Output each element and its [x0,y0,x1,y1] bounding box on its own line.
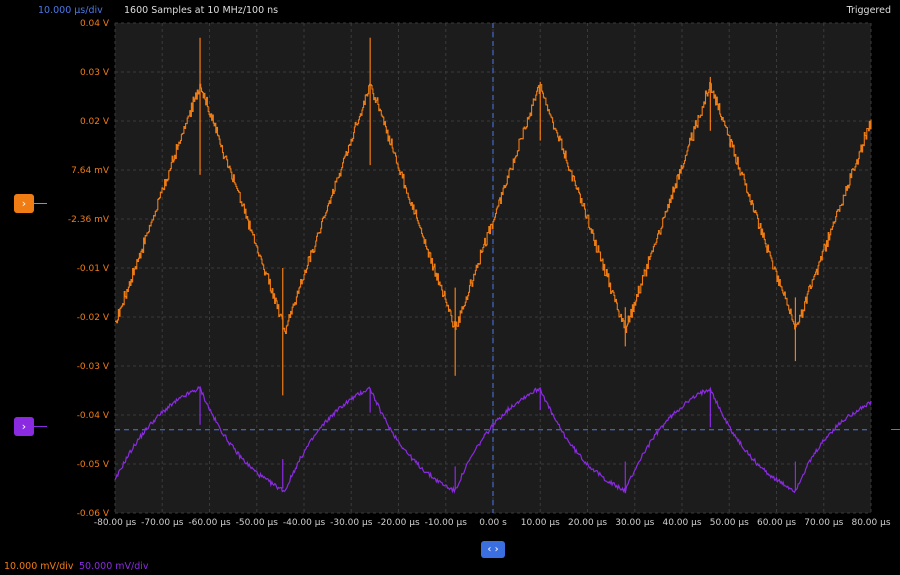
x-tick-label: 80.00 µs [851,518,890,528]
chevron-right-icon: › [21,197,27,210]
x-tick-label: -60.00 µs [188,518,231,528]
x-tick-label: 50.00 µs [710,518,749,528]
y-tick-label: 0.04 V [80,19,110,29]
x-tick-label: 40.00 µs [662,518,701,528]
channel-1-trace [115,82,872,334]
ch1-scale-label[interactable]: 10.000 mV/div [4,561,74,572]
x-tick-label: 70.00 µs [804,518,843,528]
y-tick-label: -0.06 V [77,509,110,519]
x-tick-label: 60.00 µs [757,518,796,528]
x-tick-label: -20.00 µs [377,518,420,528]
y-tick-label: 0.03 V [80,68,110,78]
x-tick-label: 30.00 µs [615,518,654,528]
x-tick-label: 20.00 µs [568,518,607,528]
x-tick-label: -80.00 µs [94,518,137,528]
x-tick-label: 10.00 µs [521,518,560,528]
bottom-bar: 10.000 mV/div 50.000 mV/div [0,559,900,575]
x-tick-label: -10.00 µs [425,518,468,528]
x-tick-label: -40.00 µs [283,518,326,528]
y-tick-label: -0.01 V [77,264,110,274]
y-tick-label: -0.03 V [77,362,110,372]
x-tick-label: -30.00 µs [330,518,373,528]
x-tick-label: -70.00 µs [141,518,184,528]
channel-2-trace [114,386,872,494]
ch1-marker[interactable]: › [14,194,34,213]
ch1-marker-line [34,203,47,204]
left-right-arrows-icon: ‹ › [487,544,499,555]
y-tick-label: 7.64 mV [71,166,110,176]
x-tick-label: -50.00 µs [236,518,279,528]
sample-info: 1600 Samples at 10 MHz/100 ns [124,5,279,16]
y-tick-label: -0.04 V [77,411,110,421]
ch2-scale-label[interactable]: 50.000 mV/div [79,561,149,572]
y-tick-label: -0.05 V [77,460,110,470]
trigger-status: Triggered [846,5,891,16]
y-tick-label: 0.02 V [80,117,110,127]
ch2-marker-line [34,426,47,427]
ch2-marker[interactable]: › [14,417,34,436]
timebase-label[interactable]: 10.000 µs/div [38,5,103,16]
trigger-level-marker[interactable] [891,429,900,430]
y-tick-label: -0.02 V [77,313,110,323]
top-bar: 10.000 µs/div 1600 Samples at 10 MHz/100… [0,0,900,20]
y-tick-label: -2.36 mV [68,215,110,225]
center-time-button[interactable]: ‹ › [481,541,505,558]
x-tick-label: 0.00 s [479,518,507,528]
chevron-right-icon: › [21,420,27,433]
